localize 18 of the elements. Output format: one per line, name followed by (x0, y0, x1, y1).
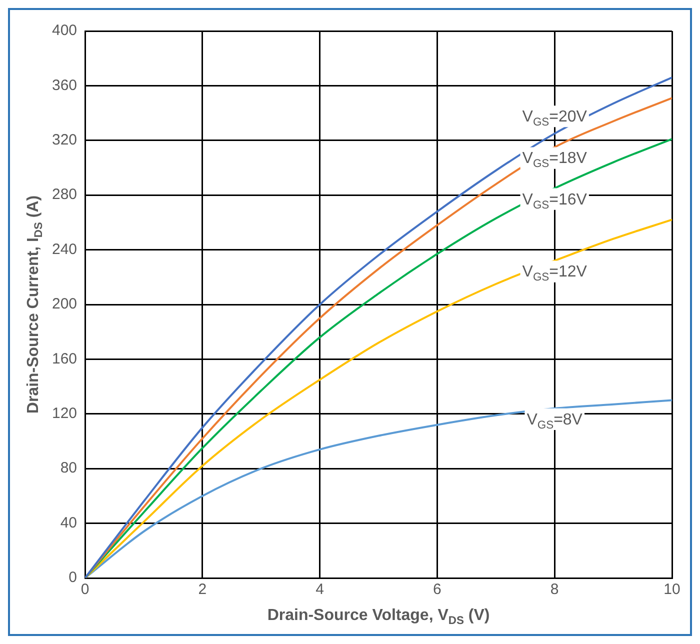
y-tick-label: 200 (52, 296, 78, 313)
y-tick-label: 280 (52, 186, 78, 204)
y-tick-label: 160 (52, 350, 78, 368)
x-tick-label: 0 (80, 581, 90, 598)
x-tick-label: 4 (316, 581, 324, 598)
y-tick-label: 120 (52, 405, 78, 422)
y-tick-label: 0 (68, 569, 78, 586)
x-tick-label: 2 (198, 581, 207, 598)
x-tick-label: 6 (433, 581, 442, 598)
x-tick-label: 8 (550, 581, 559, 598)
y-tick-label: 320 (52, 132, 78, 149)
y-tick-label: 400 (52, 22, 78, 40)
y-axis-title: Drain-Source Current, IDS (A) (25, 195, 45, 414)
y-tick-label: 80 (60, 460, 78, 477)
y-tick-label: 240 (52, 240, 78, 258)
x-tick-label: 10 (664, 581, 680, 598)
y-tick-label: 40 (60, 514, 78, 532)
y-tick-label: 360 (52, 76, 78, 94)
